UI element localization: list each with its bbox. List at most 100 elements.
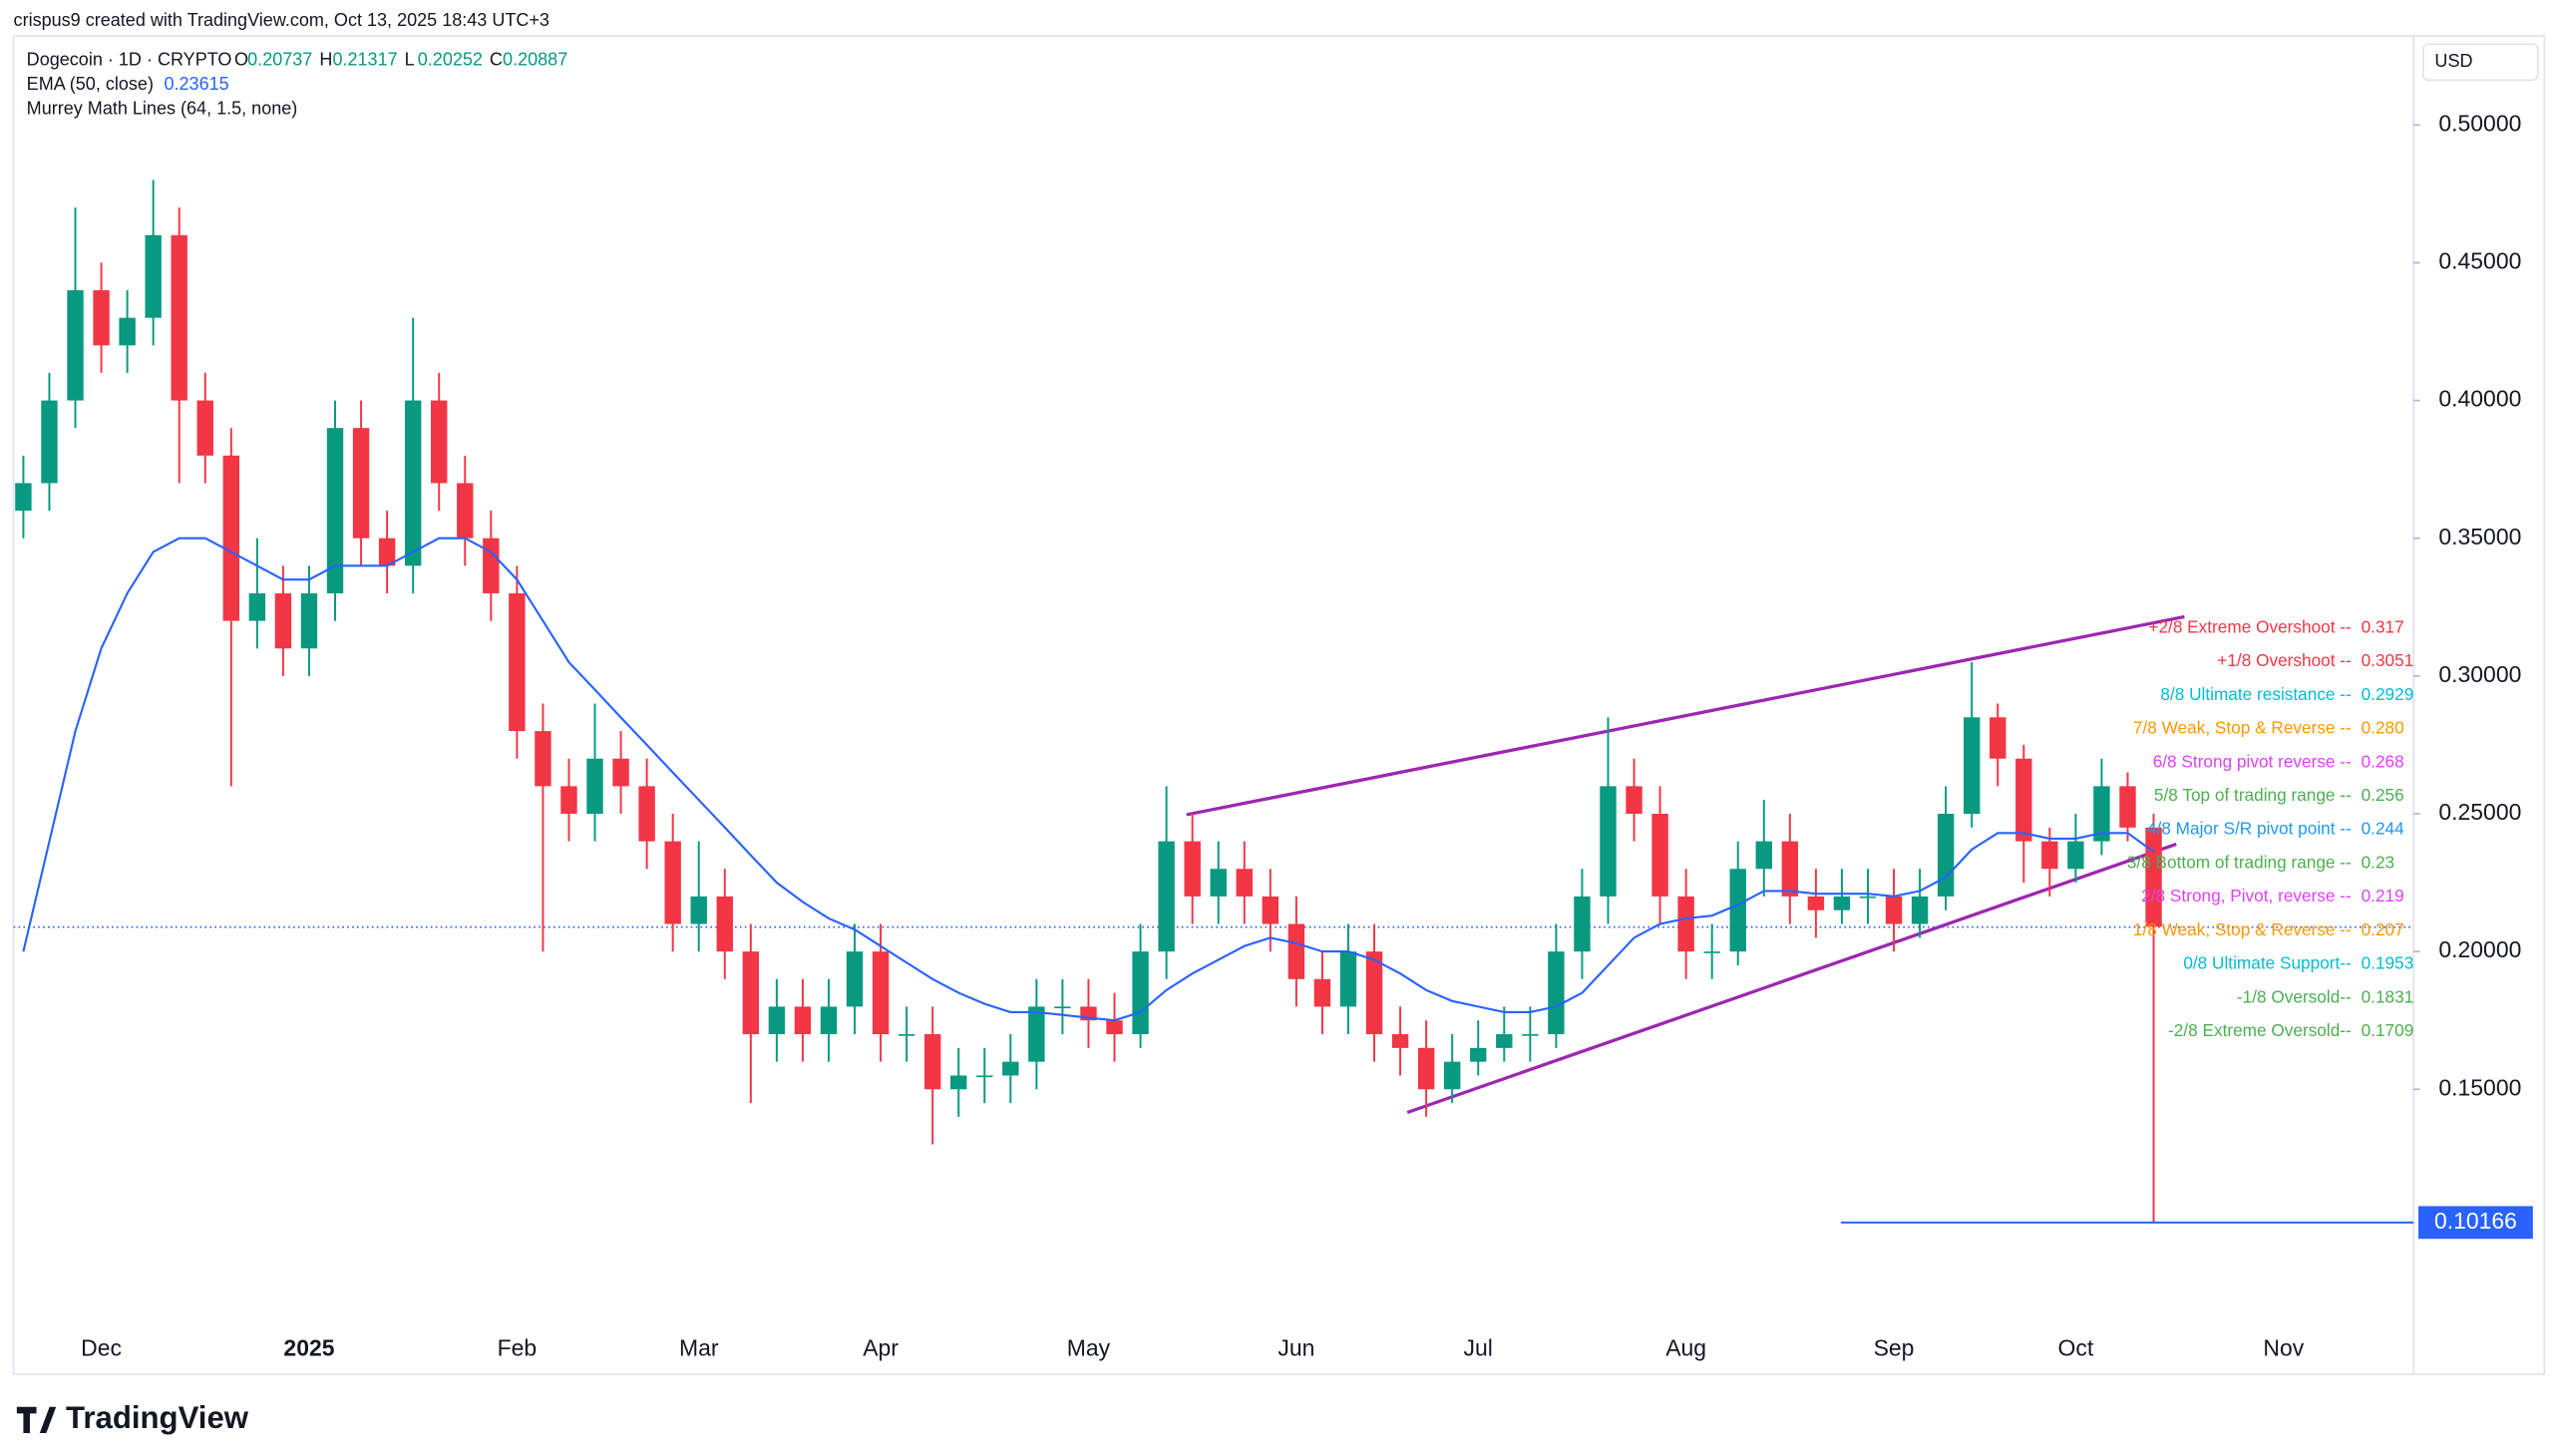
symbol: Dogecoin · 1D · CRYPTO [27, 49, 232, 69]
candle-body [483, 538, 500, 593]
candle-body [2041, 841, 2058, 870]
currency-box[interactable] [2422, 43, 2539, 82]
candle-body [1677, 896, 1694, 952]
credit: crispus9 created with TradingView.com, O… [14, 10, 549, 30]
candle-body [794, 1006, 812, 1035]
murrey-value: 0.317 [2362, 616, 2404, 636]
plot: +2/8 Extreme Overshoot -- 0.317 +1/8 Overs… [13, 180, 2423, 1223]
candle-body [1236, 869, 1253, 897]
murrey-value: 0.280 [2362, 718, 2404, 738]
y-tick-label: 0.25000 [2438, 799, 2521, 825]
x-tick-label: Nov [2263, 1334, 2304, 1360]
ema-value: 0.23615 [164, 74, 228, 94]
candle-body [1833, 896, 1851, 910]
x-tick-label: Apr [863, 1334, 899, 1360]
candle-body [1365, 951, 1383, 1035]
candle-body [1470, 1047, 1487, 1062]
candle-body [1626, 786, 1642, 814]
candle-body [326, 428, 344, 593]
candle-body [1054, 1006, 1071, 1009]
ohlc-key: H [319, 49, 332, 69]
candle-body [431, 400, 448, 484]
candle-body [638, 786, 655, 842]
price-label: 0.10166 [2434, 1208, 2517, 1234]
candle-body [768, 1006, 786, 1035]
candle-body [119, 317, 136, 346]
candle-body [41, 400, 58, 484]
y-tick-label: 0.45000 [2438, 247, 2521, 273]
candle-body [1106, 1020, 1123, 1035]
murrey-name: 6/8 Strong pivot reverse -- [2153, 751, 2352, 771]
candle-body [2067, 841, 2084, 870]
candle-body [1859, 896, 1877, 899]
x-tick-label: Feb [498, 1334, 538, 1360]
murrey-name: +1/8 Overshoot -- [2217, 650, 2351, 670]
candle-body [742, 951, 760, 1035]
candle-body [404, 400, 422, 566]
currency[interactable]: USD [2434, 51, 2472, 71]
x-tick-label: Aug [1665, 1334, 1706, 1360]
candle-body [2119, 786, 2136, 828]
murrey-value: 0.219 [2362, 886, 2404, 906]
ema-label: EMA (50, close) [27, 74, 154, 94]
murrey-value: 0.2929 [2362, 684, 2414, 704]
murrey-value: 0.207 [2362, 919, 2404, 939]
y-tick-label: 0.15000 [2438, 1074, 2521, 1100]
candle-body [950, 1075, 967, 1090]
murrey-value: 0.1709 [2362, 1020, 2414, 1040]
candle-body [67, 290, 84, 401]
murrey-value: 0.23 [2362, 852, 2395, 872]
candle-body [1885, 896, 1903, 924]
x-tick-label: Oct [2058, 1334, 2094, 1360]
candle-body [1339, 951, 1357, 1007]
candle-body [1002, 1061, 1019, 1076]
candle-body [1963, 717, 1981, 814]
murrey-value: 0.30518 [2362, 650, 2423, 670]
candle-body [2015, 758, 2032, 842]
murrey-name: 7/8 Weak, Stop & Reverse -- [2133, 718, 2352, 738]
ohlc-key: O [234, 49, 248, 69]
candle-body [1443, 1061, 1461, 1090]
candle-body [1600, 786, 1617, 897]
murrey-value: 0.244 [2362, 819, 2405, 839]
candle-body [1781, 841, 1799, 897]
candle-body [1132, 951, 1149, 1035]
candle-body [378, 538, 396, 566]
murrey-name: 8/8 Ultimate resistance -- [2160, 684, 2351, 704]
murrey-value: 0.268 [2362, 751, 2404, 771]
logo-mark [16, 1406, 57, 1434]
candle-body [898, 1034, 915, 1036]
candle-body [1574, 896, 1591, 952]
candle-body [1262, 896, 1279, 924]
ohlc-value: 0.20887 [503, 49, 567, 69]
candle-body [716, 896, 733, 952]
candle-body [1522, 1034, 1539, 1036]
candle-body [93, 290, 110, 346]
ohlc-value: 0.20737 [247, 49, 312, 69]
ohlc-key: L [405, 49, 415, 69]
candle-body [457, 483, 474, 539]
candle-body [145, 234, 162, 318]
candle-body [1807, 896, 1825, 910]
candle-body [171, 234, 187, 401]
candle-body [222, 455, 240, 621]
candle-body [1755, 841, 1772, 870]
murrey-name: +2/8 Extreme Overshoot -- [2148, 616, 2351, 636]
x-tick-label: 2025 [283, 1334, 334, 1360]
murrey-value: 0.19531 [2362, 953, 2423, 973]
candle-body [2145, 827, 2162, 927]
candle-body [664, 841, 681, 924]
candle-body [586, 758, 603, 814]
x-tick-label: Jul [1464, 1334, 1493, 1360]
pane-border [12, 35, 2546, 1375]
ohlc-value: 0.20252 [418, 49, 483, 69]
murrey-name: 5/8 Top of trading range -- [2154, 785, 2352, 805]
candle-body [1911, 896, 1929, 924]
price-label-box [2418, 1206, 2533, 1240]
candle-body [1028, 1006, 1045, 1062]
candle-body [248, 592, 266, 621]
murrey-name: 3/8 Bottom of trading range -- [2127, 852, 2352, 872]
candle-body [923, 1034, 941, 1090]
